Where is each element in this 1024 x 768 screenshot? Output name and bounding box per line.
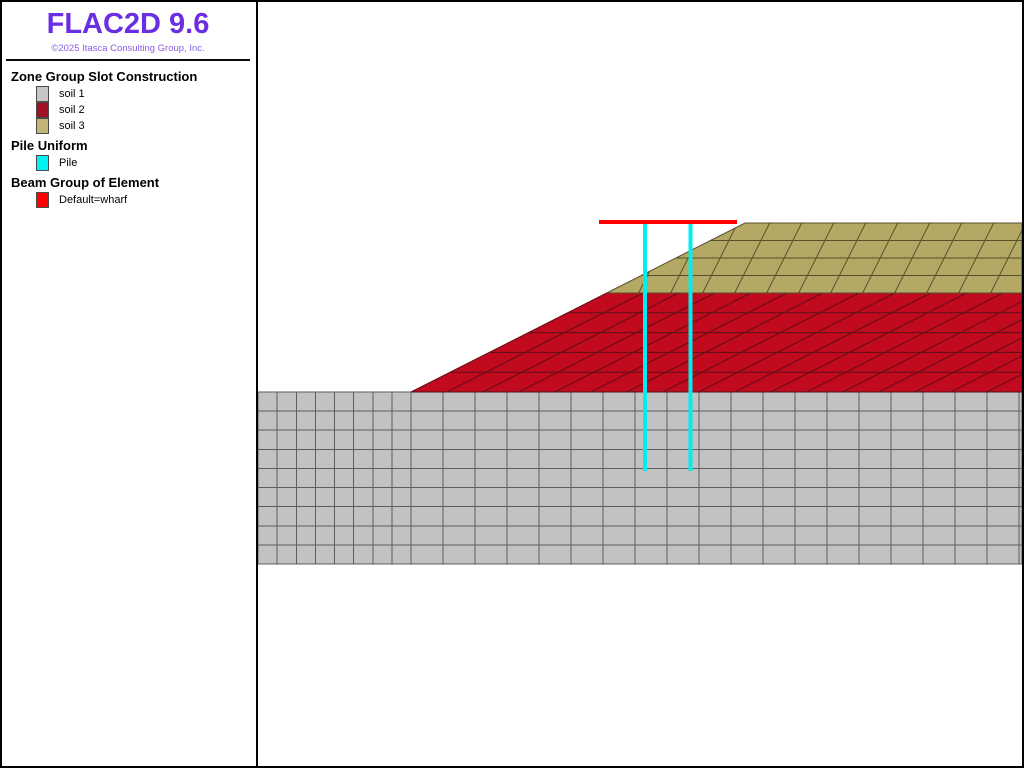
copyright-text: ©2025 Itasca Consulting Group, Inc. (51, 43, 205, 54)
legend-section-title-pile: Pile Uniform (11, 138, 88, 153)
legend-section-title-beam: Beam Group of Element (11, 175, 160, 190)
legend-items-pile: Pile (36, 155, 256, 171)
pile-element (643, 224, 647, 471)
legend-item-pile: Pile (36, 155, 256, 171)
app-title: FLAC2D 9.6 (46, 8, 210, 40)
soil2-label: soil 2 (59, 104, 85, 116)
beam-element (599, 220, 737, 224)
legend-item-soil1: soil 1 (36, 86, 256, 102)
panel-divider (256, 0, 258, 768)
legend-items-zone-groups: soil 1 soil 2 soil 3 (36, 86, 256, 134)
legend-panel: FLAC2D 9.6 ©2025 Itasca Consulting Group… (0, 0, 256, 768)
wharf-swatch (36, 192, 49, 208)
legend-items-beam: Default=wharf (36, 192, 256, 208)
legend-divider (6, 59, 250, 61)
soil3-swatch (36, 118, 49, 134)
wharf-label: Default=wharf (59, 194, 128, 206)
legend-section-title-zone-groups: Zone Group Slot Construction (11, 69, 198, 84)
pile-swatch (36, 155, 49, 171)
legend-item-soil2: soil 2 (36, 102, 256, 118)
soil3-label: soil 3 (59, 120, 85, 132)
soil1-label: soil 1 (59, 88, 85, 100)
pile-label: Pile (59, 157, 78, 169)
legend-item-wharf: Default=wharf (36, 192, 256, 208)
pile-element (688, 224, 693, 471)
legend-item-soil3: soil 3 (36, 118, 256, 134)
soil1-swatch (36, 86, 49, 102)
legend: Zone Group Slot Construction soil 1 soil… (0, 69, 256, 208)
soil2-swatch (36, 102, 49, 118)
